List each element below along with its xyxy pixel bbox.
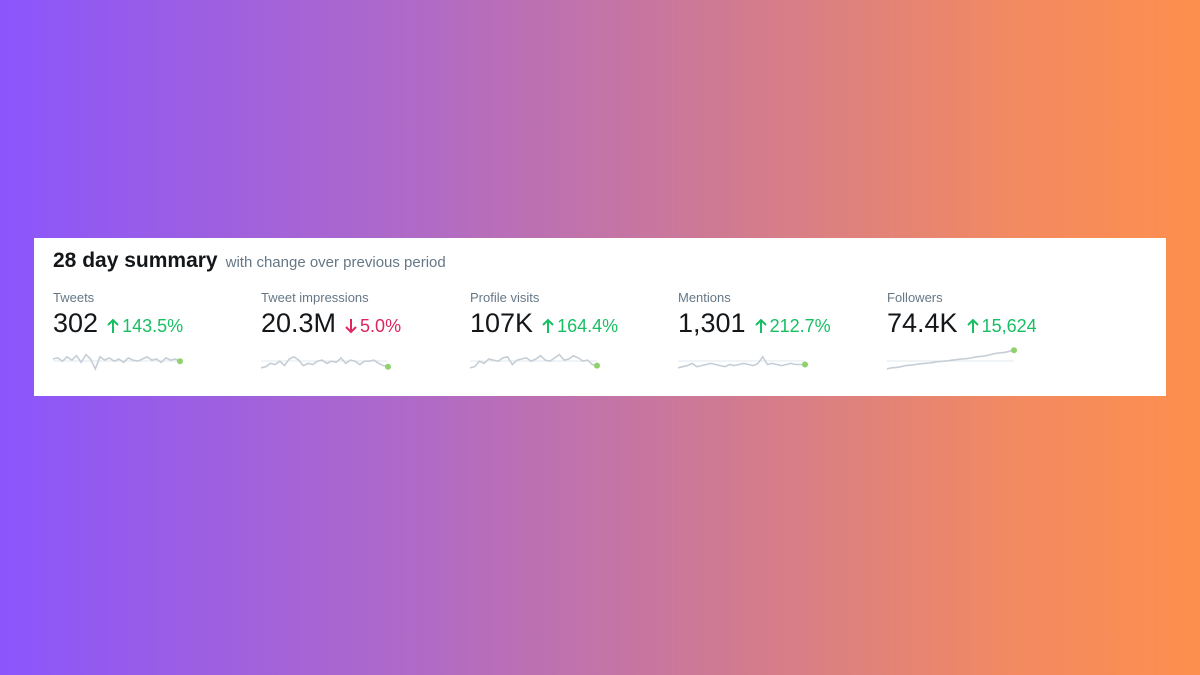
arrow-down-icon — [345, 319, 357, 334]
metric-profile-visits[interactable]: Profile visits 107K 164.4% — [469, 290, 670, 369]
change-value: 212.7% — [769, 316, 831, 336]
metric-tweets[interactable]: Tweets 302 143.5% — [52, 290, 253, 371]
sparkline-tweets — [52, 353, 183, 371]
sparkline-endpoint — [1011, 347, 1017, 354]
metric-label: Mentions — [678, 290, 731, 305]
change-indicator: 143.5% — [106, 316, 183, 337]
change-value: 15,624 — [981, 316, 1037, 336]
sparkline-line — [260, 355, 389, 369]
change-indicator: 164.4% — [541, 316, 618, 337]
metric-tweet-impressions[interactable]: Tweet impressions 20.3M 5.0% — [260, 290, 461, 370]
change-value: 5.0% — [360, 316, 402, 336]
summary-header: 28 day summary with change over previous… — [53, 249, 446, 273]
sparkline-endpoint — [385, 363, 391, 370]
change-indicator: 5.0% — [344, 316, 401, 337]
metric-value: 302 — [53, 308, 99, 338]
metric-value: 1,301 — [678, 308, 746, 338]
metric-value: 20.3M — [261, 308, 337, 338]
arrow-up-icon — [542, 318, 554, 333]
summary-subtitle: with change over previous period — [225, 254, 446, 271]
arrow-up-icon — [107, 318, 119, 333]
change-indicator: 15,624 — [966, 316, 1037, 337]
sparkline-tweet-impressions — [260, 355, 391, 370]
summary-title: 28 day summary — [53, 249, 218, 272]
sparkline-mentions — [677, 355, 808, 369]
summary-card: 28 day summary with change over previous… — [34, 238, 1166, 396]
change-indicator: 212.7% — [754, 316, 831, 337]
sparkline-line — [677, 355, 805, 369]
metric-label: Profile visits — [470, 290, 540, 305]
sparkline-line — [469, 353, 598, 369]
metric-label: Tweets — [53, 290, 95, 305]
arrow-up-icon — [966, 318, 979, 333]
metric-followers[interactable]: Followers 74.4K 15,624 — [886, 290, 1087, 370]
sparkline-endpoint — [594, 362, 600, 369]
metric-value: 107K — [470, 308, 534, 338]
metric-label: Followers — [887, 290, 943, 305]
sparkline-endpoint — [177, 358, 183, 365]
arrow-up-icon — [754, 318, 767, 333]
sparkline-followers — [886, 347, 1017, 370]
change-value: 164.4% — [557, 316, 619, 336]
sparkline-line — [886, 349, 1015, 370]
sparkline-endpoint — [802, 361, 808, 368]
sparkline-profile-visits — [469, 353, 600, 369]
change-value: 143.5% — [122, 316, 184, 336]
sparkline-line — [52, 353, 181, 371]
metric-mentions[interactable]: Mentions 1,301 212.7% — [677, 290, 878, 369]
metric-label: Tweet impressions — [261, 290, 369, 305]
metric-value: 74.4K — [887, 308, 958, 338]
